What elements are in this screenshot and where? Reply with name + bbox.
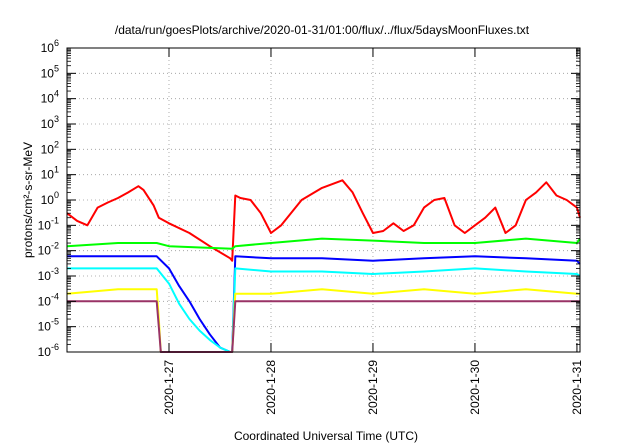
y-axis-label: protons/cm²-s-sr-MeV bbox=[21, 142, 35, 258]
y-tick-label: 103 bbox=[41, 114, 59, 131]
y-tick-label: 102 bbox=[41, 139, 59, 156]
y-tick-label: 10-2 bbox=[38, 241, 59, 258]
series-line-2 bbox=[66, 237, 581, 250]
y-tick-label: 10-3 bbox=[38, 266, 59, 283]
grid-lines bbox=[67, 48, 580, 352]
y-tick-label: 10-4 bbox=[38, 291, 59, 308]
axis-ticks bbox=[67, 47, 580, 353]
y-tick-label: 101 bbox=[41, 165, 59, 182]
x-tick-label: 2020-1-29 bbox=[366, 360, 380, 415]
y-tick-labels: 10-6 10-5 10-4 10-3 10-2 10-1 100 101 102 103 104 1… bbox=[38, 38, 59, 359]
x-tick-label: 2020-1-27 bbox=[162, 360, 176, 415]
y-tick-label: 105 bbox=[41, 63, 59, 80]
series-lines bbox=[66, 179, 581, 353]
x-tick-label: 2020-1-30 bbox=[468, 360, 482, 415]
y-tick-label: 10-6 bbox=[38, 342, 59, 359]
series-line-5 bbox=[66, 288, 580, 353]
series-line-6 bbox=[67, 300, 580, 353]
x-tick-labels: 2020-1-27 2020-1-28 2020-1-29 2020-1-30 2020… bbox=[162, 360, 584, 415]
x-tick-label: 2020-1-31 bbox=[570, 360, 584, 415]
y-tick-label: 104 bbox=[41, 89, 59, 106]
y-tick-label: 10-1 bbox=[38, 215, 59, 232]
series-line-1 bbox=[66, 179, 581, 262]
series-line-4 bbox=[67, 267, 581, 353]
chart-title: /data/run/goesPlots/archive/2020-01-31/0… bbox=[115, 23, 530, 37]
x-axis-label: Coordinated Universal Time (UTC) bbox=[234, 429, 418, 443]
y-tick-label: 106 bbox=[41, 38, 59, 55]
y-tick-label: 10-5 bbox=[38, 317, 59, 334]
y-tick-label: 100 bbox=[41, 190, 59, 207]
x-tick-label: 2020-1-28 bbox=[264, 360, 278, 415]
